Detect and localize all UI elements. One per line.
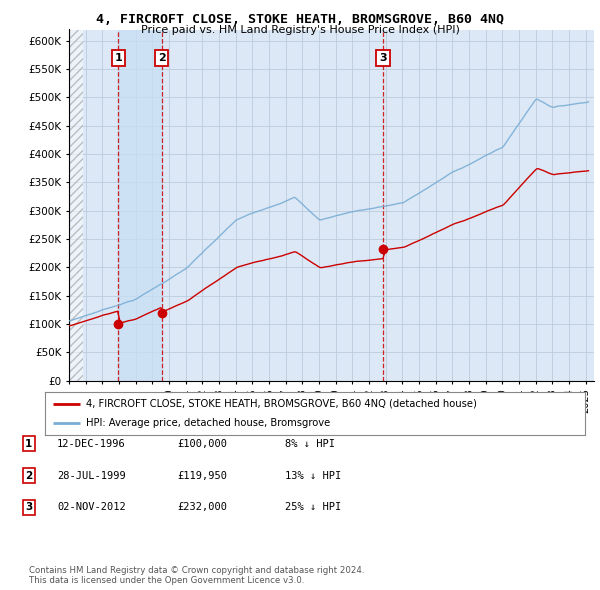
Text: 25% ↓ HPI: 25% ↓ HPI xyxy=(285,503,341,512)
Bar xyxy=(69,30,83,381)
Text: 2: 2 xyxy=(25,471,32,480)
Text: 02-NOV-2012: 02-NOV-2012 xyxy=(57,503,126,512)
Text: HPI: Average price, detached house, Bromsgrove: HPI: Average price, detached house, Brom… xyxy=(86,418,330,428)
Text: 3: 3 xyxy=(25,503,32,512)
Text: Contains HM Land Registry data © Crown copyright and database right 2024.
This d: Contains HM Land Registry data © Crown c… xyxy=(29,566,364,585)
Text: £232,000: £232,000 xyxy=(177,503,227,512)
Text: 13% ↓ HPI: 13% ↓ HPI xyxy=(285,471,341,480)
Text: 4, FIRCROFT CLOSE, STOKE HEATH, BROMSGROVE, B60 4NQ (detached house): 4, FIRCROFT CLOSE, STOKE HEATH, BROMSGRO… xyxy=(86,399,476,409)
Text: £119,950: £119,950 xyxy=(177,471,227,480)
Text: 1: 1 xyxy=(25,439,32,448)
Text: Price paid vs. HM Land Registry's House Price Index (HPI): Price paid vs. HM Land Registry's House … xyxy=(140,25,460,35)
Text: 1: 1 xyxy=(115,53,122,63)
Bar xyxy=(118,30,162,381)
Text: 8% ↓ HPI: 8% ↓ HPI xyxy=(285,439,335,448)
Text: 12-DEC-1996: 12-DEC-1996 xyxy=(57,439,126,448)
Text: 4, FIRCROFT CLOSE, STOKE HEATH, BROMSGROVE, B60 4NQ: 4, FIRCROFT CLOSE, STOKE HEATH, BROMSGRO… xyxy=(96,13,504,26)
Text: 3: 3 xyxy=(379,53,387,63)
Text: 2: 2 xyxy=(158,53,166,63)
Text: 28-JUL-1999: 28-JUL-1999 xyxy=(57,471,126,480)
Text: £100,000: £100,000 xyxy=(177,439,227,448)
